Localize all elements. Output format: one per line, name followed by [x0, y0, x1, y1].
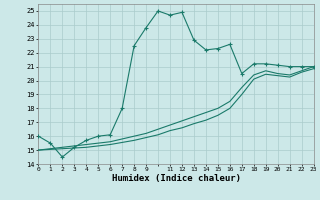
X-axis label: Humidex (Indice chaleur): Humidex (Indice chaleur)	[111, 174, 241, 183]
